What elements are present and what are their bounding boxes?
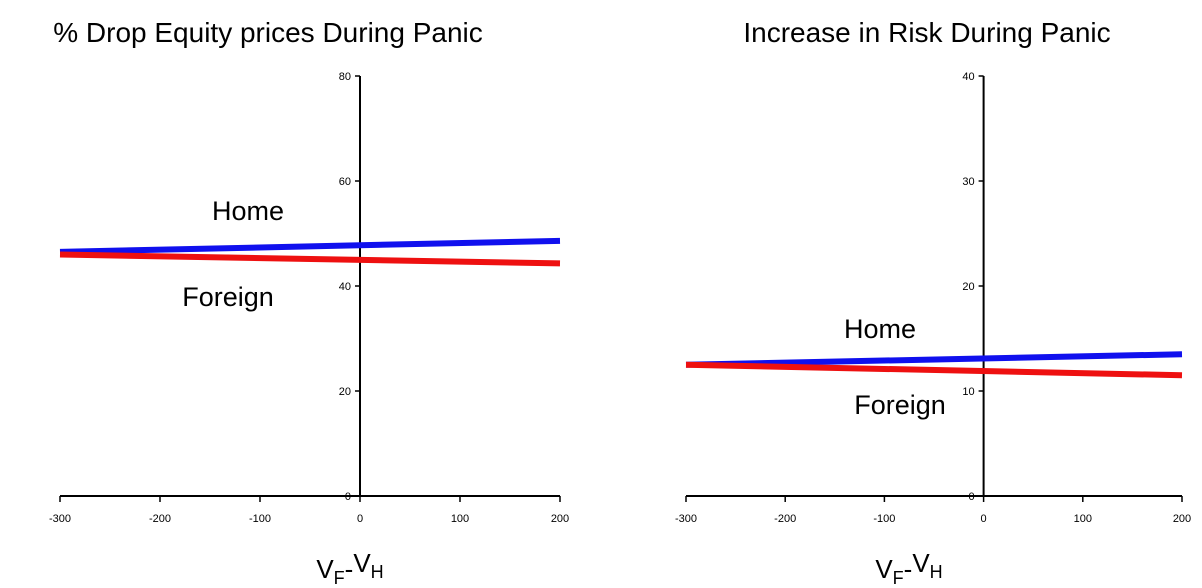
x-axis-label-part: - <box>904 554 913 584</box>
x-axis-label-part: F <box>334 568 345 588</box>
x-axis-label-part: H <box>930 562 943 582</box>
chart-title: Increase in Risk During Panic <box>743 17 1110 48</box>
chart-title: % Drop Equity prices During Panic <box>53 17 483 48</box>
x-tick-label: 100 <box>451 513 469 525</box>
y-tick-label: 80 <box>339 71 351 83</box>
x-tick-label: 200 <box>1173 513 1191 525</box>
x-tick-label: -300 <box>675 513 697 525</box>
y-tick-label: 30 <box>962 176 974 188</box>
series-line-foreign <box>59 251 561 267</box>
x-tick-label: 0 <box>981 513 987 525</box>
y-tick-label: 10 <box>962 386 974 398</box>
x-tick-label: 200 <box>551 513 569 525</box>
x-axis-label-part: V <box>875 554 893 584</box>
y-tick-label: 40 <box>962 71 974 83</box>
series-line-home <box>685 351 1183 368</box>
x-tick-label: -200 <box>149 513 171 525</box>
x-tick-label: -200 <box>774 513 796 525</box>
x-axis-label-part: - <box>345 554 354 584</box>
x-tick-label: -300 <box>49 513 71 525</box>
y-tick-label: 0 <box>968 491 974 503</box>
x-axis-label-part: V <box>912 548 930 578</box>
series-label-home: Home <box>844 314 916 344</box>
x-axis-label-part: F <box>893 568 904 588</box>
x-tick-label: 0 <box>357 513 363 525</box>
series-label-home: Home <box>212 196 284 226</box>
series-line-foreign <box>685 361 1183 379</box>
series-label-foreign: Foreign <box>854 390 946 420</box>
x-tick-label: -100 <box>249 513 271 525</box>
x-axis-label-part: V <box>353 548 371 578</box>
x-tick-label: 100 <box>1074 513 1092 525</box>
x-axis-label-part: V <box>316 554 334 584</box>
x-axis-label: VF-VH <box>316 548 383 588</box>
x-tick-label: -100 <box>873 513 895 525</box>
y-tick-label: 20 <box>339 386 351 398</box>
y-tick-label: 0 <box>345 491 351 503</box>
series-label-foreign: Foreign <box>182 282 274 312</box>
series-line-home <box>59 237 561 255</box>
y-tick-label: 40 <box>339 281 351 293</box>
x-axis-label: VF-VH <box>875 548 942 588</box>
y-tick-label: 20 <box>962 281 974 293</box>
y-tick-label: 60 <box>339 176 351 188</box>
x-axis-label-part: H <box>371 562 384 582</box>
